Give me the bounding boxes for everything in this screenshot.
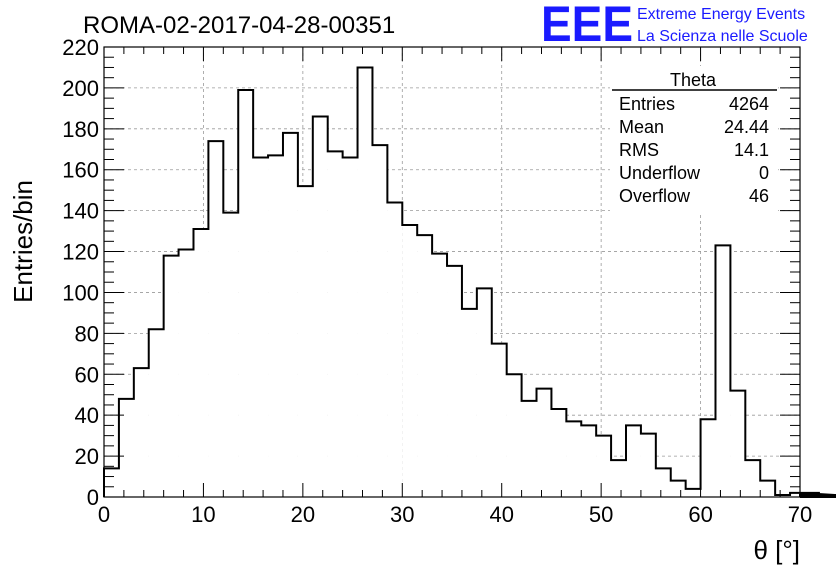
histogram-bar xyxy=(760,480,776,497)
histogram-bar xyxy=(357,67,373,498)
x-tick-label: 40 xyxy=(489,502,513,527)
eee-logo: EEE Extreme Energy Events La Scienza nel… xyxy=(541,0,808,52)
stats-value: 14.1 xyxy=(734,140,769,160)
histogram-bar xyxy=(372,145,388,497)
histogram-bar xyxy=(566,421,582,497)
histogram-bar xyxy=(491,343,507,497)
x-tick-labels: 0 10 20 30 40 50 60 70 xyxy=(98,502,812,527)
histogram-bar xyxy=(790,492,800,497)
histogram-bar xyxy=(327,151,343,497)
histogram-bar xyxy=(700,419,716,497)
histogram-bar xyxy=(268,155,283,497)
stats-value: 46 xyxy=(749,186,769,206)
histogram-bar xyxy=(387,202,403,498)
histogram-bar xyxy=(506,374,522,497)
histogram-bar xyxy=(640,433,656,497)
histogram-bar xyxy=(104,468,119,497)
y-tick-label: 0 xyxy=(87,485,99,510)
stats-label: Entries xyxy=(619,94,675,114)
stats-rows: Entries 4264 Mean 24.44 RMS 14.1 Underflow 0 Ove… xyxy=(619,94,769,206)
y-tick-label: 100 xyxy=(62,280,99,305)
stats-label: Mean xyxy=(619,117,664,137)
stats-label: Underflow xyxy=(619,163,701,183)
y-axis-label: Entries/bin xyxy=(8,180,38,303)
histogram-bar xyxy=(730,390,746,497)
histogram-bar xyxy=(402,224,418,498)
logo-mark: EEE xyxy=(541,0,633,52)
histogram-bar xyxy=(297,186,313,497)
y-tick-label: 160 xyxy=(62,158,99,183)
histogram-bar xyxy=(282,132,298,497)
y-tick-label: 60 xyxy=(75,362,99,387)
histogram-bar xyxy=(521,400,537,497)
stats-value: 0 xyxy=(759,163,769,183)
stats-label: Overflow xyxy=(619,186,691,206)
histogram-bar xyxy=(133,368,149,497)
histogram-bar xyxy=(238,89,254,498)
y-tick-label: 120 xyxy=(62,240,99,265)
stats-value: 24.44 xyxy=(724,117,769,137)
y-tick-label: 180 xyxy=(62,117,99,142)
histogram-bar xyxy=(178,249,194,497)
histogram-bar xyxy=(715,245,731,497)
x-tick-label: 70 xyxy=(788,502,812,527)
histogram-outline xyxy=(103,66,836,498)
y-tick-label: 20 xyxy=(75,444,99,469)
stats-value: 4264 xyxy=(729,94,769,114)
x-tick-label: 60 xyxy=(688,502,712,527)
y-tick-labels: 0 20 40 60 80 100 120 140 160 180 200 220 xyxy=(62,35,99,510)
histogram-bar xyxy=(581,425,597,497)
histogram-bar xyxy=(432,253,448,497)
y-tick-label: 40 xyxy=(75,403,99,428)
x-tick-label: 0 xyxy=(98,502,110,527)
x-axis-label: θ [°] xyxy=(753,535,800,565)
y-tick-label: 80 xyxy=(75,321,99,346)
stats-box: Theta Entries 4264 Mean 24.44 RMS 14.1 Underfl… xyxy=(610,66,778,212)
x-tick-label: 10 xyxy=(191,502,215,527)
histogram-bar xyxy=(596,435,612,497)
histogram-bar xyxy=(461,308,477,497)
histogram-bar xyxy=(253,157,269,498)
axis-ticks xyxy=(103,46,801,498)
x-tick-label: 30 xyxy=(390,502,414,527)
histogram-bars xyxy=(103,66,836,498)
histogram-bar xyxy=(417,235,433,497)
histogram-bar xyxy=(476,288,492,497)
histogram-bar xyxy=(611,460,626,497)
x-tick-label: 20 xyxy=(291,502,315,527)
histogram-bar xyxy=(626,425,641,497)
histogram-bar xyxy=(655,468,671,497)
stats-title: Theta xyxy=(670,70,717,90)
logo-line1: Extreme Energy Events xyxy=(637,6,805,23)
histogram-bar xyxy=(163,255,179,497)
histogram-bar xyxy=(193,229,209,497)
y-tick-label: 140 xyxy=(62,199,99,224)
histogram-bar xyxy=(447,265,462,497)
histogram-bar xyxy=(208,141,224,497)
y-tick-label: 200 xyxy=(62,76,99,101)
stats-label: RMS xyxy=(619,140,659,160)
histogram-bar xyxy=(775,494,791,497)
logo-line2: La Scienza nelle Scuole xyxy=(637,28,808,45)
histogram-bar xyxy=(551,409,567,497)
y-tick-label: 220 xyxy=(62,35,99,60)
histogram-bar xyxy=(342,157,358,498)
histogram-bar xyxy=(223,212,239,497)
histogram-bar xyxy=(118,398,134,497)
histogram-bar xyxy=(685,488,701,497)
histogram-bar xyxy=(148,329,164,497)
x-tick-label: 50 xyxy=(589,502,613,527)
histogram-bar xyxy=(745,460,761,497)
histogram-bar xyxy=(670,480,686,497)
chart-title: ROMA-02-2017-04-28-00351 xyxy=(83,12,395,39)
histogram-bar xyxy=(312,116,328,497)
histogram-bar xyxy=(536,388,552,497)
